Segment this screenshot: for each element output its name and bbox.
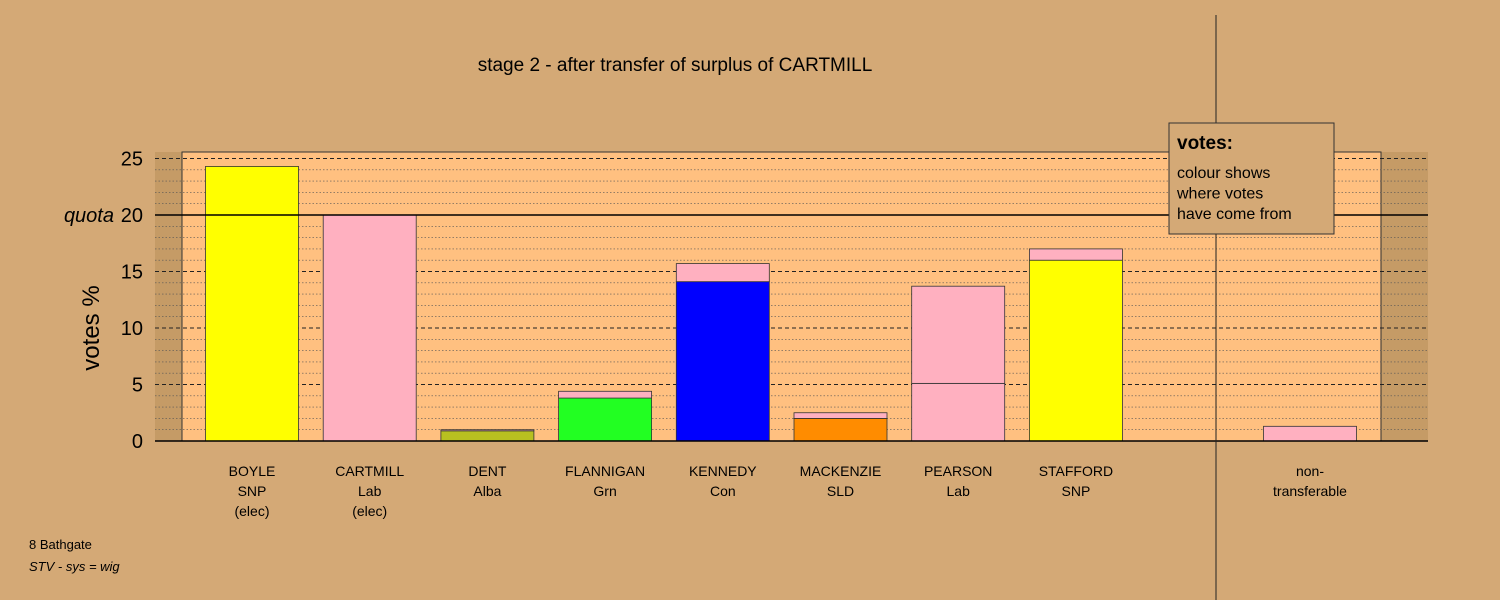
constituency-caption: 8 Bathgate	[29, 537, 92, 552]
left-band	[155, 152, 182, 441]
candidate-party-label: SLD	[827, 483, 854, 499]
y-tick-label: 0	[132, 431, 143, 453]
bar-dent-segment-1	[440, 430, 535, 442]
y-tick-label: 10	[121, 318, 143, 340]
legend-text: where votes	[1176, 186, 1263, 203]
bar-pearson-segment-2	[911, 285, 1006, 384]
bar-mackenzie-segment-2	[793, 412, 888, 419]
candidate-party-label: Grn	[593, 483, 616, 499]
bar-flannigan-segment-1	[558, 397, 652, 442]
candidate-name-label: STAFFORD	[1039, 463, 1113, 479]
bar-mackenzie-segment-1	[793, 417, 888, 442]
y-tick-label: 20	[121, 205, 143, 227]
bar-stafford-segment-2	[1029, 248, 1123, 261]
candidate-name-label: DENT	[468, 463, 507, 479]
legend-title: votes:	[1177, 133, 1233, 154]
y-tick-label: 25	[121, 149, 143, 171]
quota-label: quota	[64, 205, 114, 227]
candidate-name-label: PEARSON	[924, 463, 992, 479]
legend-text: colour shows	[1177, 165, 1270, 182]
candidate-name-label: MACKENZIE	[800, 463, 882, 479]
bar-cartmill-segment-1	[322, 214, 417, 442]
candidate-name-label: KENNEDY	[689, 463, 757, 479]
candidate-name-label: BOYLE	[229, 463, 276, 479]
candidate-name-label: FLANNIGAN	[565, 463, 645, 479]
candidate-party-label: Lab	[358, 483, 382, 499]
system-caption: STV - sys = wig	[29, 559, 120, 574]
candidate-name-label: CARTMILL	[335, 463, 404, 479]
bar-pearson-segment-1	[911, 382, 1006, 442]
y-tick-label: 5	[132, 375, 143, 397]
y-axis-label: votes %	[78, 285, 105, 370]
bar-flannigan-segment-2	[558, 390, 652, 399]
legend-box	[1168, 122, 1335, 235]
bar-kennedy-segment-1	[675, 281, 770, 442]
bar-nontransferable-segment-1	[1263, 425, 1357, 442]
candidate-party-label: Alba	[473, 483, 501, 499]
bar-dent-segment-2	[440, 429, 535, 432]
candidate-party-label: Con	[710, 483, 736, 499]
bar-stafford-segment-1	[1029, 259, 1123, 442]
candidate-party-label: SNP	[1062, 483, 1091, 499]
candidate-status-label: (elec)	[352, 503, 387, 519]
nontransferable-label: non-	[1296, 463, 1324, 479]
legend-text: have come from	[1177, 206, 1292, 223]
nontransferable-label: transferable	[1273, 483, 1347, 499]
bar-boyle-segment-1	[205, 166, 299, 442]
bar-kennedy-segment-2	[675, 263, 770, 283]
chart-title: stage 2 - after transfer of surplus of C…	[478, 55, 873, 76]
right-band	[1381, 152, 1428, 441]
candidate-party-label: Lab	[947, 483, 971, 499]
y-tick-label: 15	[121, 262, 143, 284]
candidate-party-label: SNP	[238, 483, 267, 499]
candidate-status-label: (elec)	[234, 503, 269, 519]
